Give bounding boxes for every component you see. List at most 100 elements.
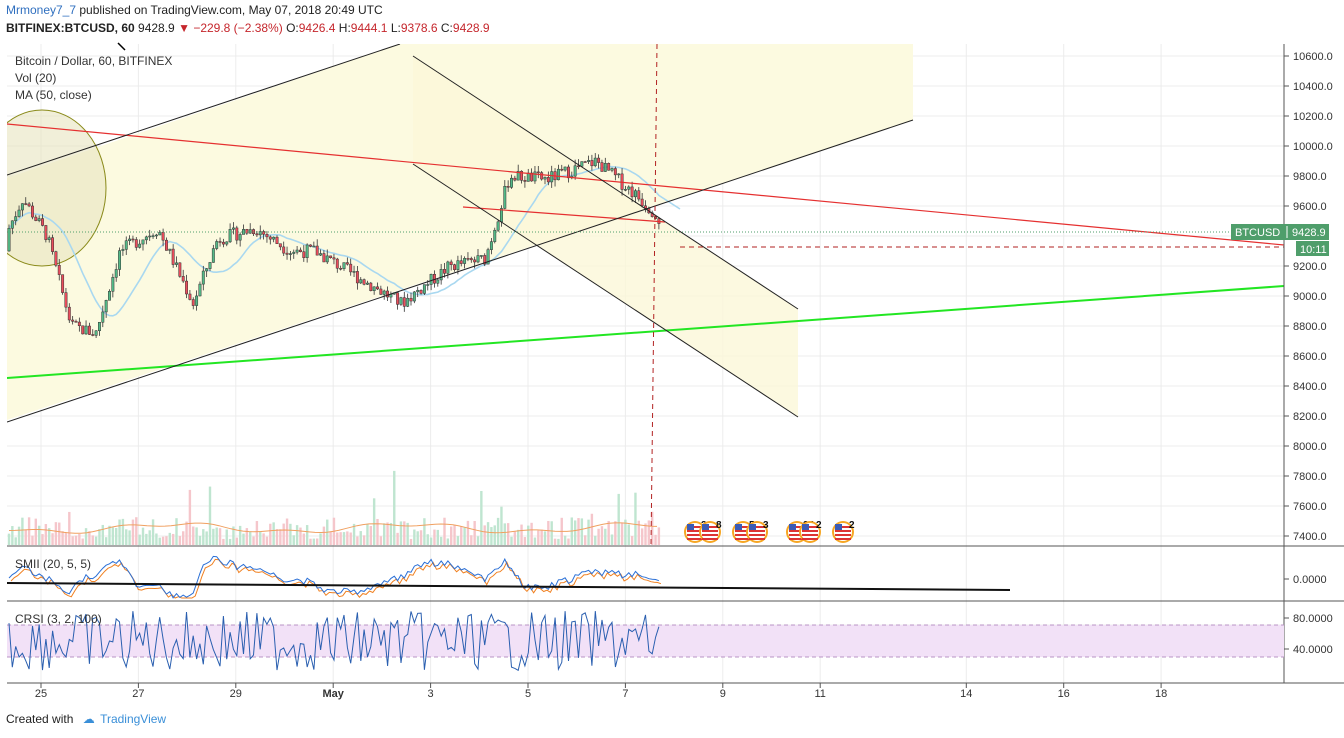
smii-main-line <box>8 555 660 599</box>
volume-bar <box>222 538 225 545</box>
volume-bars <box>7 470 661 545</box>
yellow-down-channel-shade <box>413 56 798 417</box>
volume-bar <box>232 526 235 545</box>
volume-bar <box>182 531 185 545</box>
time-tick-label: 27 <box>132 688 144 700</box>
tradingview-logo-icon[interactable]: ☁ <box>82 712 95 726</box>
candle <box>315 239 319 256</box>
green-trend-line[interactable] <box>7 285 1284 379</box>
candle <box>171 244 175 268</box>
candle <box>34 214 38 222</box>
crsi-pane[interactable] <box>7 611 1284 672</box>
economic-events[interactable]: 28533422 <box>684 520 855 543</box>
tradingview-link[interactable]: TradingView <box>100 712 167 726</box>
candle <box>168 248 172 255</box>
volume-bar <box>259 531 262 545</box>
candle <box>27 201 31 208</box>
down-channel-lower-line[interactable] <box>412 163 799 418</box>
volume-bar <box>463 527 466 545</box>
candle <box>245 228 249 235</box>
candle <box>329 255 333 259</box>
legend-title: Bitcoin / Dollar, 60, BITFINEX <box>15 54 172 68</box>
candle <box>195 290 199 311</box>
candle <box>345 257 349 266</box>
ma-50-line <box>8 165 681 317</box>
volume-bar <box>634 492 637 545</box>
us-flag-event-icon[interactable]: 2 <box>799 520 822 543</box>
candle <box>91 329 95 337</box>
badge-countdown: 10:11 <box>1300 244 1327 256</box>
volume-bar <box>88 531 91 545</box>
smii-trend-line[interactable] <box>7 582 1011 591</box>
candle <box>57 259 61 281</box>
volume-bar <box>68 511 71 545</box>
candle <box>37 215 41 223</box>
highlight-ellipse[interactable] <box>0 109 107 267</box>
volume-bar <box>376 518 379 545</box>
candle <box>593 153 597 168</box>
volume-bar <box>94 536 98 545</box>
candle <box>272 236 276 243</box>
price-axis[interactable]: 10600.0 10400.0 10200.0 10000.0 9800.0 9600.0… <box>1284 51 1333 543</box>
volume-bar <box>155 533 158 545</box>
volume-bar <box>14 537 17 545</box>
volume-bar <box>202 529 205 545</box>
author-link[interactable]: Mrmoney7_7 <box>6 3 77 17</box>
red-trend-line[interactable] <box>7 123 1284 246</box>
volume-bar <box>630 536 634 545</box>
time-axis[interactable]: 25 27 29 May 3 5 7 9 11 14 16 18 <box>35 683 1167 700</box>
vertical-dashed-marker[interactable] <box>650 44 658 545</box>
candle <box>352 265 356 277</box>
down-channel-upper-line[interactable] <box>412 55 799 310</box>
volume-bar <box>500 506 503 545</box>
volume-bar <box>533 537 537 545</box>
volume-bar <box>212 528 215 545</box>
price-tick-label: 10200.0 <box>1293 111 1333 123</box>
candle <box>339 265 343 271</box>
candle <box>563 166 567 172</box>
us-flag-event-icon[interactable]: 8 <box>699 520 722 543</box>
volume-bar <box>366 523 369 545</box>
volume-bar <box>446 538 450 545</box>
candle <box>510 174 513 189</box>
channel-lower-line[interactable] <box>7 119 914 423</box>
us-flag-event-icon[interactable]: 3 <box>746 520 769 543</box>
candle <box>47 235 51 243</box>
ticker-label: BITFINEX:BTCUSD, 60 <box>6 21 135 35</box>
time-tick-label: 14 <box>960 688 972 700</box>
volume-bar <box>135 517 138 545</box>
volume-bar <box>436 529 439 545</box>
volume-bar <box>624 519 627 545</box>
candle <box>359 277 363 284</box>
volume-bar <box>597 528 600 545</box>
price-tick-label: 10600.0 <box>1293 51 1333 63</box>
volume-bar <box>178 536 182 545</box>
candle <box>603 157 607 172</box>
volume-bar <box>158 537 161 545</box>
price-tick-label: 10400.0 <box>1293 81 1333 93</box>
smii-pane[interactable] <box>7 555 1011 599</box>
drawings-layer[interactable] <box>0 44 1284 545</box>
volume-bar <box>312 538 316 545</box>
volume-bar <box>557 538 560 545</box>
volume-bar <box>34 518 37 545</box>
volume-bar <box>627 524 630 545</box>
volume-bar <box>614 521 617 545</box>
volume-bar <box>228 538 232 545</box>
candle <box>151 233 155 239</box>
candle <box>205 268 209 278</box>
channel-upper-line[interactable] <box>7 44 401 176</box>
volume-bar <box>362 535 366 545</box>
volume-ma-line <box>8 522 658 534</box>
volume-bar <box>460 526 463 545</box>
time-tick-label: 5 <box>525 688 531 700</box>
volume-bar <box>620 522 624 545</box>
candle <box>295 246 299 255</box>
volume-bar <box>141 527 145 545</box>
candle <box>567 164 570 183</box>
candle <box>211 244 215 263</box>
volume-bar <box>319 533 322 545</box>
red-short-line[interactable] <box>462 206 666 223</box>
us-flag-event-icon[interactable]: 2 <box>832 520 855 543</box>
